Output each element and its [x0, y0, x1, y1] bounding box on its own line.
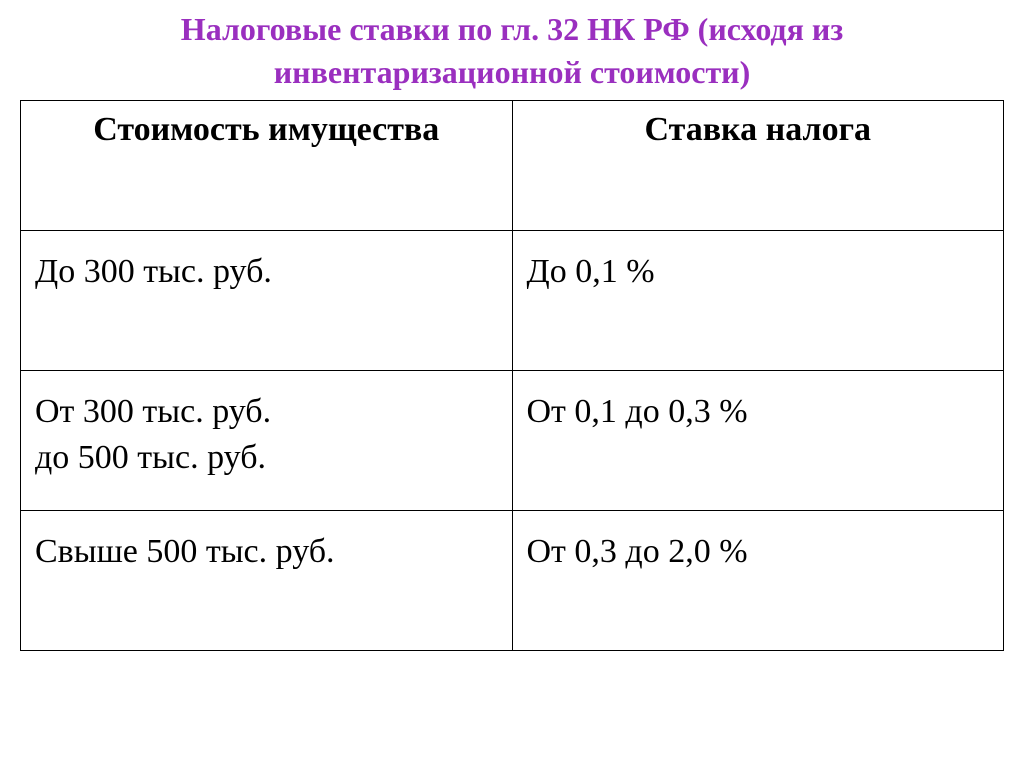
tax-rates-table: Стоимость имущества Ставка налога До 300…	[20, 100, 1004, 651]
cell-line-1: От 300 тыс. руб.	[35, 389, 498, 435]
page-title: Налоговые ставки по гл. 32 НК РФ (исходя…	[20, 8, 1004, 94]
cell-tax-rate: От 0,1 до 0,3 %	[512, 371, 1004, 511]
cell-line-2: до 500 тыс. руб.	[35, 435, 498, 481]
header-tax-rate: Ставка налога	[512, 101, 1004, 231]
cell-property-value: Свыше 500 тыс. руб.	[21, 511, 513, 651]
table-header-row: Стоимость имущества Ставка налога	[21, 101, 1004, 231]
cell-tax-rate: От 0,3 до 2,0 %	[512, 511, 1004, 651]
table-row: От 300 тыс. руб. до 500 тыс. руб. От 0,1…	[21, 371, 1004, 511]
table-row: До 300 тыс. руб. До 0,1 %	[21, 231, 1004, 371]
title-line-1: Налоговые ставки по гл. 32 НК РФ (исходя…	[20, 8, 1004, 51]
table-row: Свыше 500 тыс. руб. От 0,3 до 2,0 %	[21, 511, 1004, 651]
cell-property-value: До 300 тыс. руб.	[21, 231, 513, 371]
cell-property-value: От 300 тыс. руб. до 500 тыс. руб.	[21, 371, 513, 511]
title-line-2: инвентаризационной стоимости)	[20, 51, 1004, 94]
cell-tax-rate: До 0,1 %	[512, 231, 1004, 371]
header-property-value: Стоимость имущества	[21, 101, 513, 231]
